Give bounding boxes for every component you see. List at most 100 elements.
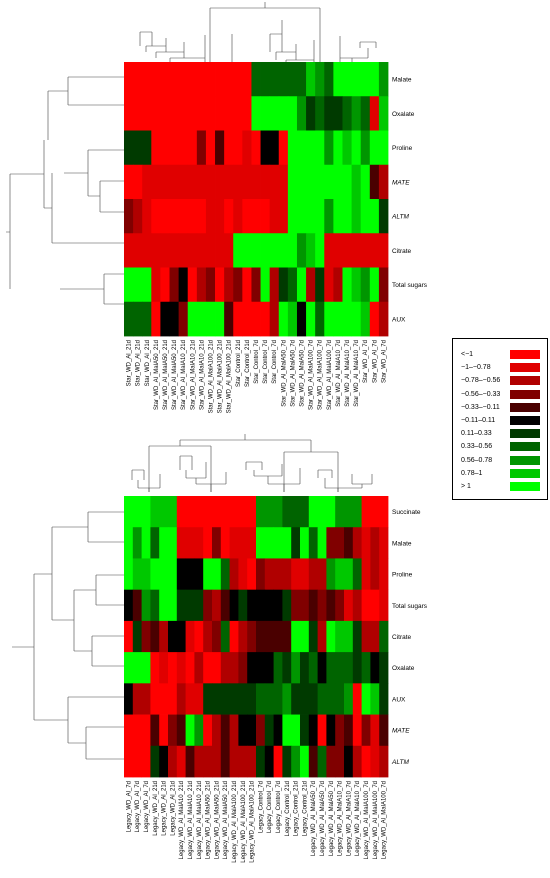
heatmap-cell	[360, 62, 371, 97]
heatmap-cell	[333, 96, 343, 131]
column-label: Legacy_Control_21d	[294, 781, 300, 836]
heatmap-cell	[335, 714, 345, 747]
heatmap-cell	[273, 652, 283, 684]
heatmap-cell	[224, 130, 234, 166]
legend-label: 0.78–1	[461, 469, 483, 477]
heatmap-cell	[215, 267, 225, 303]
heatmap-cell	[150, 652, 160, 684]
heatmap-cell	[273, 683, 283, 715]
legend-label: −1–−0.78	[461, 364, 491, 372]
heatmap-cell	[317, 527, 327, 559]
heatmap-cell	[178, 96, 189, 131]
heatmap-cell	[361, 558, 371, 591]
heatmap-cell	[247, 652, 257, 684]
heatmap-cell	[169, 96, 180, 131]
heatmap-cell	[352, 714, 362, 747]
heatmap-cell	[212, 714, 222, 747]
heatmap-cell	[233, 164, 243, 200]
heatmap-cell	[242, 164, 252, 200]
heatmap-cell	[291, 496, 301, 528]
heatmap-cell	[335, 527, 345, 559]
heatmap-cell	[370, 589, 380, 622]
heatmap-cell	[124, 96, 134, 131]
heatmap-cell	[194, 683, 204, 715]
heatmap-cell	[361, 714, 371, 747]
heatmap-cell	[317, 620, 327, 653]
heatmap-cell	[264, 496, 274, 528]
heatmap-cell	[176, 683, 186, 715]
heatmap-cell	[142, 62, 152, 97]
heatmap-cell	[229, 745, 239, 778]
heatmap-cell	[196, 164, 207, 200]
heatmap-cell	[196, 301, 207, 337]
heatmap-cell	[203, 496, 213, 528]
heatmap-cell	[124, 164, 134, 200]
heatmap-cell	[264, 745, 274, 778]
heatmap-cell	[168, 558, 178, 591]
heatmap-cell	[352, 589, 362, 622]
heatmap-cell	[151, 164, 161, 200]
heatmap-cell	[317, 589, 327, 622]
column-label: Star_WD_Al_21d	[136, 340, 142, 386]
heatmap-cell	[369, 130, 380, 166]
heatmap-cell	[352, 558, 362, 591]
heatmap-cell	[133, 233, 143, 268]
heatmap-cell	[159, 527, 169, 559]
heatmap-cell	[220, 652, 230, 684]
heatmap-cell	[212, 558, 222, 591]
column-label: Star_WD_Al_7d	[381, 340, 387, 383]
heatmap-cell	[124, 267, 134, 303]
heatmap-cell	[378, 199, 389, 234]
heatmap-cell	[351, 130, 362, 166]
heatmap-cell	[360, 164, 371, 200]
heatmap-cell	[260, 164, 271, 200]
heatmap-cell	[287, 96, 298, 131]
heatmap-cell	[379, 496, 389, 528]
heatmap-cell	[205, 96, 216, 131]
heatmap-cell	[203, 620, 213, 653]
heatmap-cell	[269, 301, 280, 337]
heatmap-cell	[168, 714, 178, 747]
heatmap-cell	[300, 714, 310, 747]
heatmap-cell	[324, 62, 334, 97]
heatmap-cell	[333, 199, 343, 234]
heatmap-cell	[229, 496, 239, 528]
heatmap-cell	[369, 96, 380, 131]
heatmap-cell	[278, 130, 289, 166]
column-label: Star_WD_Al_MalA100_7d	[318, 340, 324, 410]
heatmap-cell	[256, 683, 266, 715]
heatmap-cell	[142, 301, 152, 337]
heatmap-cell	[278, 233, 289, 268]
heatmap-cell	[300, 558, 310, 591]
heatmap-cell	[150, 589, 160, 622]
heatmap-cell	[151, 301, 161, 337]
column-label: Star_WD_Al_7d	[372, 340, 378, 383]
heatmap-cell	[296, 130, 307, 166]
heatmap-cell	[251, 199, 261, 234]
heatmap-cell	[260, 301, 271, 337]
row-dendrogram-star	[6, 76, 124, 305]
heatmap-cell	[124, 130, 134, 166]
heatmap-cell	[212, 683, 222, 715]
heatmap-cell	[168, 683, 178, 715]
heatmap-cell	[151, 62, 161, 97]
heatmap-cell	[229, 527, 239, 559]
legend-swatch	[510, 455, 540, 465]
heatmap-cell	[278, 199, 289, 234]
heatmap-cell	[296, 199, 307, 234]
heatmap-cell	[187, 301, 198, 337]
heatmap-cell	[315, 233, 325, 268]
heatmap-cell	[308, 620, 318, 653]
heatmap-cell	[287, 267, 298, 303]
heatmap-cell	[264, 714, 274, 747]
heatmap-cell	[342, 199, 352, 234]
heatmap-cell	[370, 527, 380, 559]
column-label: Star_WD_Al_MalA50_21d	[154, 340, 160, 410]
column-label: Star_Control_21d	[236, 340, 242, 387]
heatmap-cell	[361, 652, 371, 684]
heatmap-cell	[160, 96, 170, 131]
column-label: Star_WD_Al_MalA50_21d	[163, 340, 169, 410]
heatmap-cell	[159, 589, 169, 622]
legend-label: 0.33–0.56	[461, 443, 493, 451]
heatmap-cell	[287, 130, 298, 166]
